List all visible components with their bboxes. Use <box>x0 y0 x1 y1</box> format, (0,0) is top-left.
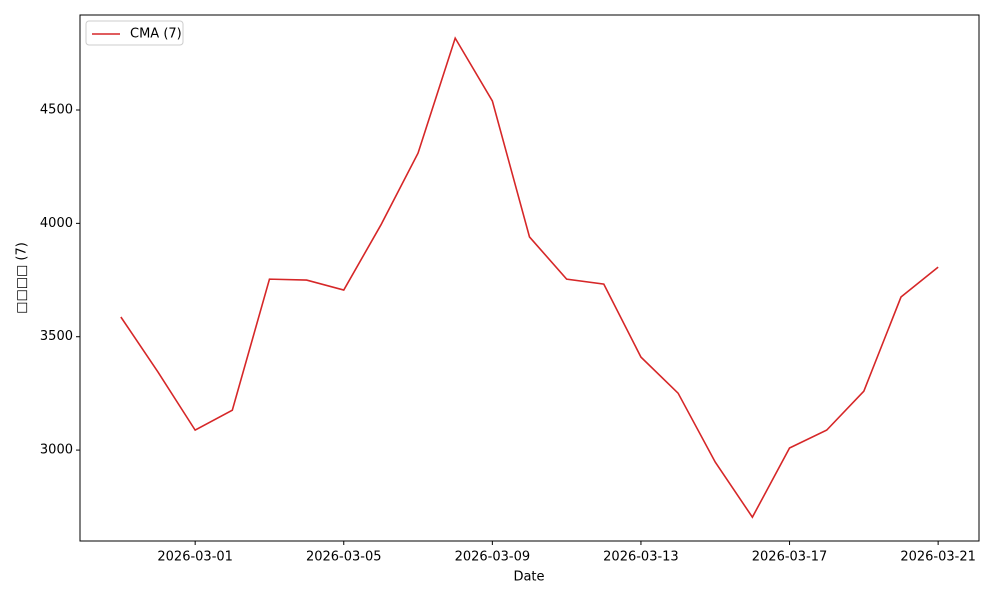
data-line <box>120 36 939 519</box>
y-tick-label: 3500 <box>40 329 73 344</box>
legend: CMA (7) <box>85 20 184 46</box>
x-tick-label: 2026-03-05 <box>306 550 382 565</box>
y-tick-label: 3000 <box>40 443 73 458</box>
y-tick-label: 4500 <box>40 102 73 117</box>
x-tick-label: 2026-03-21 <box>900 550 976 565</box>
x-tick-label: 2026-03-17 <box>752 550 828 565</box>
x-tick-label: 2026-03-09 <box>455 550 531 565</box>
y-axis-label: □□□□ (7) <box>15 242 30 314</box>
x-tick-label: 2026-03-01 <box>157 550 233 565</box>
legend-box <box>85 20 184 46</box>
y-tick-label: 4000 <box>40 216 73 231</box>
plot-frame <box>79 14 980 542</box>
legend-label: CMA (7) <box>130 27 182 42</box>
x-axis-label: Date <box>513 570 544 585</box>
x-tick-label: 2026-03-13 <box>603 550 679 565</box>
